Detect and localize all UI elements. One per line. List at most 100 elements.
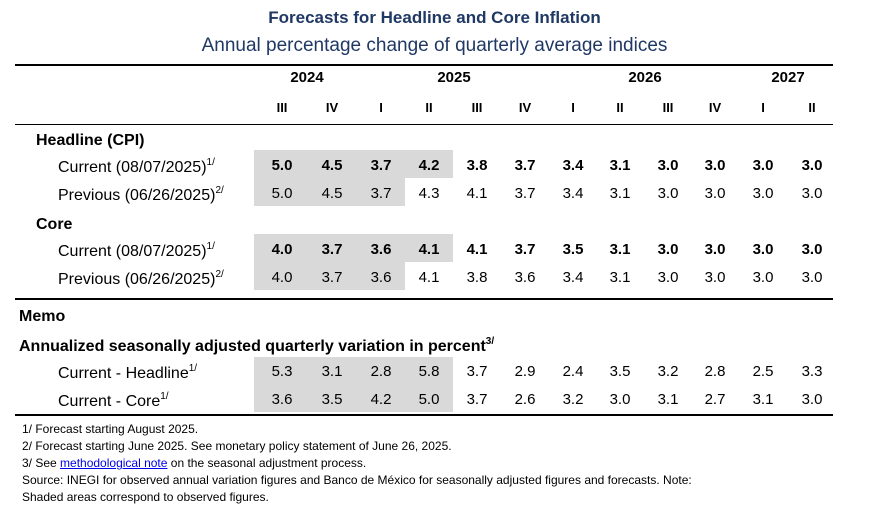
memo-core-value: 2.6 bbox=[514, 391, 536, 408]
memo-subtitle: Annualized seasonally adjusted quarterly… bbox=[19, 336, 494, 356]
memo-rule bbox=[15, 298, 833, 300]
methodological-note-link[interactable]: methodological note bbox=[60, 456, 168, 470]
headline-current-value: 5.0 bbox=[271, 157, 293, 174]
headline-previous-value: 5.0 bbox=[271, 185, 293, 202]
core-previous-value: 3.7 bbox=[321, 269, 343, 286]
core-current-value: 3.5 bbox=[562, 241, 584, 258]
memo-headline-value: 2.8 bbox=[704, 363, 726, 380]
observed-shade-core-current bbox=[405, 234, 453, 262]
headline-current-value: 3.0 bbox=[752, 157, 774, 174]
footnote-ref: 1/ bbox=[160, 391, 169, 402]
memo-core-value: 3.7 bbox=[466, 391, 488, 408]
footnote-3-suffix: on the seasonal adjustment process. bbox=[167, 456, 367, 470]
core-current-value: 3.0 bbox=[704, 241, 726, 258]
observed-shade-headline bbox=[254, 150, 405, 206]
memo-core-label: Current - Core1/ bbox=[58, 391, 169, 411]
headline-previous-value: 3.7 bbox=[514, 185, 536, 202]
core-previous-value: 3.6 bbox=[514, 269, 536, 286]
memo-core-value: 3.6 bbox=[271, 391, 293, 408]
headline-current-value: 3.0 bbox=[801, 157, 823, 174]
core-previous-value: 3.0 bbox=[801, 269, 823, 286]
source-note-line-2: Shaded areas correspond to observed figu… bbox=[22, 490, 269, 504]
headline-current-value: 3.7 bbox=[370, 157, 392, 174]
quarter-header: I bbox=[761, 100, 765, 115]
memo-core-value: 4.2 bbox=[370, 391, 392, 408]
header-rule bbox=[15, 124, 833, 125]
core-previous-value: 3.0 bbox=[704, 269, 726, 286]
headline-previous-value: 4.1 bbox=[466, 185, 488, 202]
row-label-text: Current (08/07/2025) bbox=[58, 243, 207, 260]
row-label-text: Current (08/07/2025) bbox=[58, 159, 207, 176]
bottom-rule bbox=[15, 414, 833, 416]
core-previous-value: 3.8 bbox=[466, 269, 488, 286]
headline-previous-value: 3.0 bbox=[801, 185, 823, 202]
core-current-value: 3.7 bbox=[514, 241, 536, 258]
memo-headline-label: Current - Headline1/ bbox=[58, 363, 197, 383]
source-note-line-1: Source: INEGI for observed annual variat… bbox=[22, 473, 692, 487]
row-label-text: Previous (06/26/2025) bbox=[58, 271, 216, 288]
headline-previous-value: 3.4 bbox=[562, 185, 584, 202]
memo-title: Memo bbox=[19, 308, 66, 325]
memo-core-value: 3.0 bbox=[801, 391, 823, 408]
headline-current-value: 4.5 bbox=[321, 157, 343, 174]
memo-headline-value: 2.5 bbox=[752, 363, 774, 380]
headline-current-value: 3.1 bbox=[609, 157, 631, 174]
headline-previous-value: 3.7 bbox=[370, 185, 392, 202]
table-subtitle: Annual percentage change of quarterly av… bbox=[201, 35, 668, 56]
core-section-title: Core bbox=[36, 216, 73, 233]
table-title: Forecasts for Headline and Core Inflatio… bbox=[268, 8, 601, 27]
core-previous-value: 4.1 bbox=[418, 269, 440, 286]
quarter-header: II bbox=[808, 100, 816, 115]
quarter-header: III bbox=[276, 100, 288, 115]
quarter-header: II bbox=[425, 100, 433, 115]
core-previous-value: 3.0 bbox=[752, 269, 774, 286]
quarter-header: III bbox=[471, 100, 483, 115]
footnote-ref: 2/ bbox=[215, 185, 224, 196]
headline-current-value: 4.2 bbox=[418, 157, 440, 174]
row-label-text: Previous (06/26/2025) bbox=[58, 187, 216, 204]
quarter-header: I bbox=[379, 100, 383, 115]
footnote-2: 2/ Forecast starting June 2025. See mone… bbox=[22, 439, 452, 453]
footnote-3: 3/ See methodological note on the season… bbox=[22, 455, 366, 472]
quarter-header: IV bbox=[518, 100, 532, 115]
footnote-ref: 1/ bbox=[206, 157, 215, 168]
year-header: 2027 bbox=[771, 69, 805, 86]
core-current-value: 3.0 bbox=[752, 241, 774, 258]
core-previous-label: Previous (06/26/2025)2/ bbox=[58, 269, 224, 289]
row-label-text: Current - Headline bbox=[58, 365, 189, 382]
memo-headline-value: 3.3 bbox=[801, 363, 823, 380]
core-previous-value: 3.0 bbox=[657, 269, 679, 286]
memo-core-value: 3.0 bbox=[609, 391, 631, 408]
core-current-value: 3.7 bbox=[321, 241, 343, 258]
footnote-ref: 3/ bbox=[485, 336, 495, 347]
memo-subtitle-text: Annualized seasonally adjusted quarterly… bbox=[19, 338, 486, 355]
memo-headline-value: 3.5 bbox=[609, 363, 631, 380]
headline-previous-value: 3.0 bbox=[657, 185, 679, 202]
memo-headline-value: 5.8 bbox=[418, 363, 440, 380]
memo-headline-value: 3.7 bbox=[466, 363, 488, 380]
headline-previous-value: 4.5 bbox=[321, 185, 343, 202]
memo-headline-value: 5.3 bbox=[271, 363, 293, 380]
core-current-value: 3.0 bbox=[801, 241, 823, 258]
memo-core-value: 2.7 bbox=[704, 391, 726, 408]
observed-shade-core bbox=[254, 234, 405, 290]
headline-current-value: 3.7 bbox=[514, 157, 536, 174]
observed-shade-memo-rows bbox=[405, 357, 453, 412]
core-current-value: 3.0 bbox=[657, 241, 679, 258]
headline-previous-value: 3.0 bbox=[704, 185, 726, 202]
core-previous-value: 4.0 bbox=[271, 269, 293, 286]
footnote-ref: 2/ bbox=[215, 269, 224, 280]
quarter-header: IV bbox=[325, 100, 339, 115]
core-previous-value: 3.4 bbox=[562, 269, 584, 286]
memo-headline-value: 2.8 bbox=[370, 363, 392, 380]
core-current-value: 3.1 bbox=[609, 241, 631, 258]
headline-previous-value: 3.0 bbox=[752, 185, 774, 202]
footnote-ref: 1/ bbox=[188, 363, 198, 374]
memo-core-value: 3.1 bbox=[657, 391, 679, 408]
core-current-value: 4.1 bbox=[418, 241, 440, 258]
core-current-label: Current (08/07/2025)1/ bbox=[58, 241, 215, 261]
headline-section-title: Headline (CPI) bbox=[36, 132, 145, 149]
observed-shade-memo bbox=[254, 357, 405, 412]
headline-current-value: 3.0 bbox=[704, 157, 726, 174]
headline-current-value: 3.0 bbox=[657, 157, 679, 174]
